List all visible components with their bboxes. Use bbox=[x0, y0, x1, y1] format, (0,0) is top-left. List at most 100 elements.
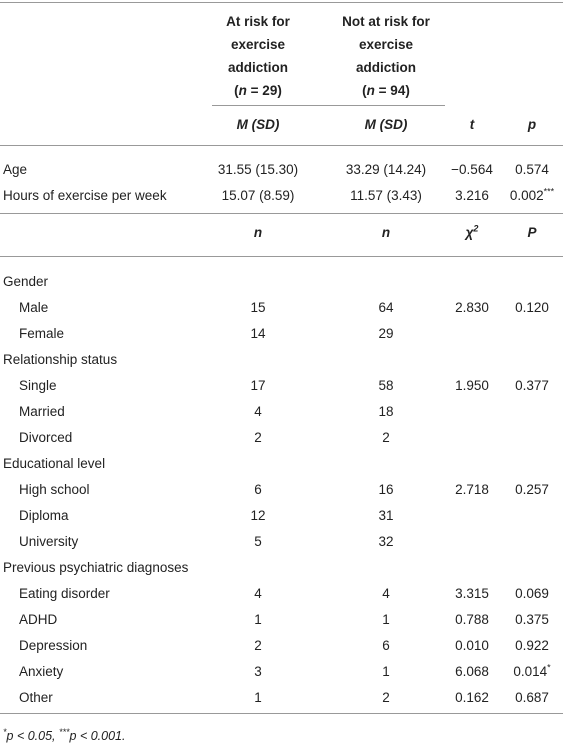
cell: 0.574 bbox=[515, 162, 549, 177]
cell: 6 bbox=[254, 482, 262, 497]
row-label: Anxiety bbox=[19, 664, 64, 679]
cell: 4 bbox=[254, 404, 262, 419]
row-label: Eating disorder bbox=[19, 586, 110, 601]
cell: 6 bbox=[382, 638, 390, 653]
cell: 16 bbox=[378, 482, 394, 497]
row-label: Hours of exercise per week bbox=[3, 188, 167, 203]
group-rule bbox=[212, 105, 445, 106]
row-label: Diploma bbox=[19, 508, 69, 523]
footnote-part: p bbox=[6, 729, 14, 743]
cell-sup: *** bbox=[543, 186, 555, 197]
cell: 3.216 bbox=[455, 188, 489, 203]
group-header-n-part: n bbox=[366, 83, 375, 98]
section-title: Relationship status bbox=[3, 352, 118, 367]
cell: 0.788 bbox=[455, 612, 489, 627]
cell: 17 bbox=[250, 378, 266, 393]
row-label: High school bbox=[19, 482, 90, 497]
section-title: Previous psychiatric diagnoses bbox=[3, 560, 189, 575]
subheader: P bbox=[527, 225, 537, 240]
footnote-part: < 0.001. bbox=[76, 729, 126, 743]
cell: 29 bbox=[378, 326, 394, 341]
cell: 2.830 bbox=[455, 300, 489, 315]
group-header-n-part: ( bbox=[362, 83, 367, 98]
row-label: Female bbox=[19, 326, 65, 341]
cell: 0.922 bbox=[515, 638, 549, 653]
cell: 14 bbox=[250, 326, 266, 341]
section-title: Educational level bbox=[3, 456, 106, 471]
header-rule bbox=[0, 145, 563, 146]
section-title: Gender bbox=[3, 274, 49, 289]
top-rule bbox=[0, 2, 563, 3]
cell: 58 bbox=[378, 378, 394, 393]
cell: 11.57 (3.43) bbox=[350, 188, 422, 203]
cell: 0.257 bbox=[515, 482, 549, 497]
cell: 2.718 bbox=[455, 482, 489, 497]
cell: 1 bbox=[254, 690, 262, 705]
cell: 32 bbox=[378, 534, 394, 549]
group-header-line: addiction bbox=[356, 60, 416, 75]
cell: 33.29 (14.24) bbox=[345, 162, 427, 177]
group-header-n: (n = 29) bbox=[234, 82, 282, 100]
row-label: Depression bbox=[19, 638, 88, 653]
subheader: n bbox=[253, 225, 263, 240]
bottom-rule bbox=[0, 713, 563, 714]
footnote: *p < 0.05, ***p < 0.001. bbox=[3, 727, 125, 745]
row-label: Age bbox=[3, 162, 28, 177]
group-header-n-part: ( bbox=[234, 83, 239, 98]
cell: 1.950 bbox=[455, 378, 489, 393]
footnote-part: * bbox=[3, 726, 7, 737]
row-label: Single bbox=[19, 378, 57, 393]
cell: 15 bbox=[250, 300, 266, 315]
cell: 15.07 (8.59) bbox=[221, 188, 295, 203]
cell: 4 bbox=[254, 586, 262, 601]
group-header-line: exercise bbox=[230, 37, 286, 52]
cell: 3 bbox=[254, 664, 262, 679]
row-label: Divorced bbox=[19, 430, 73, 445]
cell: 64 bbox=[378, 300, 394, 315]
group-header-n-part: = 94) bbox=[374, 83, 410, 98]
cell: 2 bbox=[382, 430, 390, 445]
subheader: p bbox=[527, 117, 537, 132]
footnote-part: *** bbox=[59, 726, 70, 737]
cell-text: 0.002 bbox=[509, 188, 544, 203]
subheader-rule bbox=[0, 256, 563, 257]
row-label: Married bbox=[19, 404, 65, 419]
cell-sup: * bbox=[547, 662, 551, 673]
cell: 2 bbox=[254, 638, 262, 653]
cell: 0.162 bbox=[455, 690, 489, 705]
cell: 1 bbox=[254, 612, 262, 627]
group-header-line: exercise bbox=[358, 37, 414, 52]
cell: 0.002*** bbox=[510, 187, 554, 205]
cell-text: 0.014 bbox=[513, 664, 548, 679]
cell: 4 bbox=[382, 586, 390, 601]
row-label: Male bbox=[19, 300, 49, 315]
group-header-n-part: n bbox=[238, 83, 247, 98]
cell: 0.069 bbox=[515, 586, 549, 601]
footnote-part: p bbox=[69, 729, 77, 743]
group-header-line: Not at risk for bbox=[342, 14, 430, 29]
row-label: ADHD bbox=[19, 612, 58, 627]
subheader: n bbox=[381, 225, 391, 240]
cell: 3.315 bbox=[455, 586, 489, 601]
row-label: Other bbox=[19, 690, 53, 705]
cell: 1 bbox=[382, 612, 390, 627]
cell: 0.120 bbox=[515, 300, 549, 315]
row-label: University bbox=[19, 534, 79, 549]
cell: 0.014* bbox=[513, 663, 550, 681]
footnote-part: < 0.05, bbox=[13, 729, 59, 743]
cell: 2 bbox=[254, 430, 262, 445]
section-rule bbox=[0, 213, 563, 214]
group-header-n: (n = 94) bbox=[362, 82, 410, 100]
subheader: t bbox=[469, 117, 475, 132]
subheader: M (SD) bbox=[364, 117, 408, 132]
cell: 1 bbox=[382, 664, 390, 679]
cell: 0.010 bbox=[455, 638, 489, 653]
cell: 18 bbox=[378, 404, 394, 419]
cell: 0.375 bbox=[515, 612, 549, 627]
cell: 5 bbox=[254, 534, 262, 549]
group-header-line: addiction bbox=[228, 60, 288, 75]
subheader: M (SD) bbox=[236, 117, 280, 132]
cell: 0.687 bbox=[515, 690, 549, 705]
subheader: χ2 bbox=[466, 224, 479, 242]
